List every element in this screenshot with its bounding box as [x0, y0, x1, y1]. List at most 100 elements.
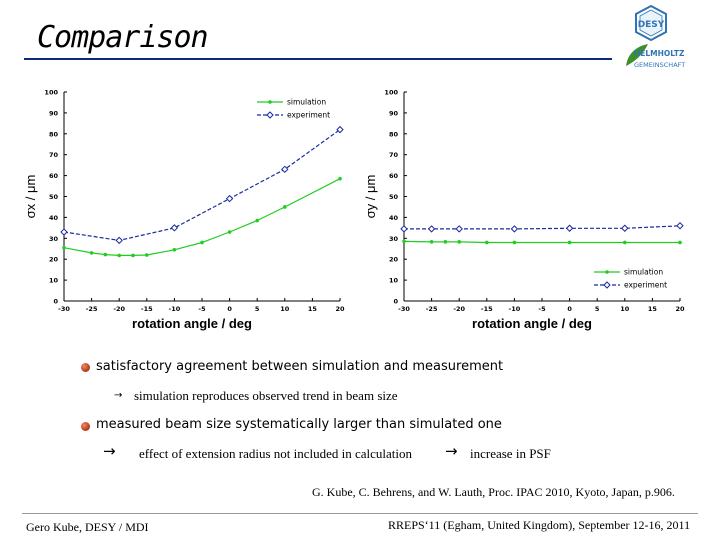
data-point-experiment	[225, 194, 234, 203]
citation: G. Kube, C. Behrens, and W. Lauth, Proc.…	[312, 485, 675, 499]
data-point-experiment	[170, 224, 179, 232]
x-tick-label: 10	[620, 305, 630, 313]
data-point-simulation	[145, 253, 149, 257]
desy-logo: DESY HELMHOLTZ GEMEINSCHAFT	[626, 4, 685, 69]
legend-marker-simulation	[605, 270, 609, 274]
x-tick-label: 15	[308, 305, 318, 313]
y-tick-label: 10	[389, 277, 399, 285]
logo-hexagon-inner	[639, 9, 663, 37]
logo-wordmark: DESY	[638, 20, 665, 30]
y-tick-label: 90	[49, 109, 59, 117]
x-tick-label: 5	[255, 305, 260, 313]
legend-label-simulation: simulation	[624, 268, 663, 277]
x-tick-label: -15	[481, 305, 493, 313]
arrow-icon: →	[445, 442, 458, 460]
y-tick-label: 40	[49, 214, 59, 222]
series-line-simulation	[63, 178, 341, 256]
sigma-x-chart: 0 10 20 30 40 50 60 70 80 90 100 -30 -25 -20 -15 -10 -5 0…	[23, 89, 345, 332]
y-tick-label: 20	[49, 256, 59, 264]
slide-title: Comparison	[37, 20, 209, 55]
x-tick-label: -10	[169, 305, 181, 313]
x-axis-label: rotation angle / deg	[132, 316, 252, 331]
x-tick-label: -5	[198, 305, 206, 313]
y-tick-label: 100	[44, 89, 58, 97]
x-tick-label: 20	[335, 305, 345, 313]
x-tick-label: 5	[595, 305, 600, 313]
logo-line2: GEMEINSCHAFT	[634, 61, 685, 69]
data-point-experiment	[60, 228, 68, 236]
y-tick-label: 90	[389, 109, 399, 117]
data-point-simulation	[512, 240, 517, 245]
legend-marker-experiment	[266, 111, 274, 119]
y-axis-label: σy / μm	[363, 175, 378, 219]
y-tick-label: 70	[389, 151, 399, 159]
legend-marker-experiment	[603, 281, 611, 289]
data-point-simulation	[443, 240, 448, 244]
data-point-experiment	[676, 222, 684, 230]
y-tick-label: 20	[389, 256, 399, 264]
series-line-experiment	[404, 225, 681, 230]
legend-label-experiment: experiment	[624, 281, 667, 290]
data-point-simulation	[485, 240, 489, 245]
x-tick-label: -20	[453, 305, 465, 313]
data-point-simulation	[402, 239, 406, 244]
x-axis-label: rotation angle / deg	[472, 316, 592, 331]
x-tick-label: -5	[538, 305, 546, 313]
y-tick-label: 10	[49, 277, 59, 285]
data-point-experiment	[115, 236, 123, 245]
leaf-icon	[626, 44, 648, 66]
data-point-experiment	[336, 125, 344, 134]
y-tick-label: 0	[393, 298, 398, 306]
footer-conference: RREPS‘11 (Egham, United Kingdom), Septem…	[388, 518, 691, 532]
data-point-simulation	[678, 240, 682, 245]
x-tick-label: -25	[426, 305, 438, 313]
y-tick-label: 100	[384, 89, 398, 97]
title-underline	[24, 58, 612, 60]
y-tick-label: 0	[53, 298, 58, 306]
footer-divider	[22, 513, 698, 514]
bullet-marker	[81, 363, 90, 372]
x-tick-label: -20	[113, 305, 125, 313]
data-point-simulation	[623, 240, 627, 245]
logo-hexagon	[635, 4, 667, 42]
data-point-experiment	[565, 224, 574, 232]
data-point-simulation	[172, 247, 177, 252]
data-point-experiment	[400, 225, 408, 233]
y-tick-label: 30	[389, 235, 399, 243]
footer-author: Gero Kube, DESY / MDI	[26, 520, 149, 534]
data-point-simulation	[227, 230, 232, 234]
x-tick-label: 15	[648, 305, 658, 313]
x-tick-label: -25	[86, 305, 98, 313]
y-tick-label: 70	[49, 151, 59, 159]
data-point-simulation	[103, 252, 108, 257]
y-tick-label: 30	[49, 235, 59, 243]
data-point-simulation	[283, 205, 287, 209]
logo-line1: HELMHOLTZ	[634, 49, 685, 58]
y-tick-label: 50	[389, 193, 399, 201]
x-tick-label: -30	[58, 305, 70, 313]
data-point-simulation	[62, 245, 66, 250]
data-point-experiment	[510, 225, 519, 233]
data-point-simulation	[429, 240, 434, 244]
legend-label-simulation: simulation	[287, 98, 326, 107]
arrow-icon: →	[103, 442, 116, 460]
arrow-icon: →	[114, 390, 123, 401]
x-tick-label: 10	[280, 305, 290, 313]
data-point-simulation	[131, 253, 135, 258]
data-point-simulation	[567, 240, 572, 245]
y-axis-label: σx / μm	[23, 175, 38, 219]
data-point-simulation	[338, 176, 342, 181]
data-point-simulation	[255, 218, 259, 223]
data-point-simulation	[89, 251, 94, 255]
legend-label-experiment: experiment	[287, 111, 330, 120]
bullet-list: satisfactory agreement between simulatio…	[0, 350, 720, 470]
data-point-simulation	[117, 253, 121, 258]
y-tick-label: 60	[389, 172, 399, 180]
data-point-experiment	[427, 225, 436, 233]
data-point-simulation	[457, 240, 461, 244]
x-tick-label: -30	[398, 305, 410, 313]
y-tick-label: 40	[389, 214, 399, 222]
data-point-experiment	[621, 224, 629, 232]
x-tick-label: -15	[141, 305, 153, 313]
bullet-2-text: measured beam size systematically larger…	[96, 417, 502, 432]
